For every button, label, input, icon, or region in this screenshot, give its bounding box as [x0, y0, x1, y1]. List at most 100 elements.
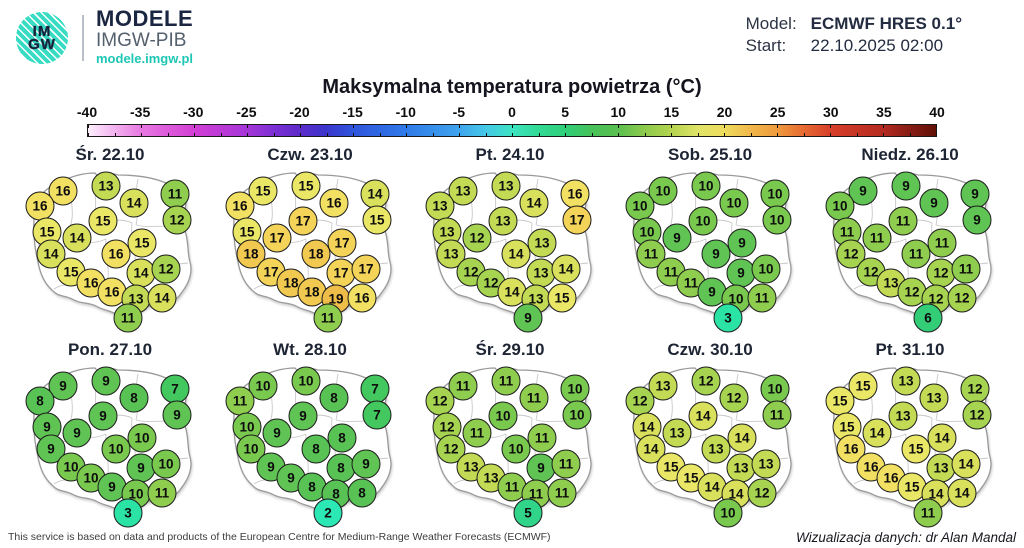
- temperature-badge: 15: [848, 371, 878, 401]
- temperature-badge: 10: [691, 171, 721, 201]
- temperature-badge: 10: [762, 205, 792, 235]
- temperature-badge: 13: [751, 449, 781, 479]
- colorbar-tick-mark: [432, 133, 434, 136]
- temperature-badge: 10: [719, 188, 749, 218]
- temperature-badge: 11: [951, 254, 981, 284]
- temperature-badge: 16: [560, 179, 590, 209]
- colorbar-tick-mark: [777, 133, 778, 136]
- temperature-badge: 16: [319, 188, 349, 218]
- temperature-badge: 11: [527, 423, 557, 453]
- temperature-badge: 9: [919, 188, 949, 218]
- temperature-badge: 11: [547, 478, 577, 508]
- temperature-badge: 14: [119, 188, 149, 218]
- colorbar-tick-mark: [565, 133, 566, 136]
- temperature-badge: 17: [288, 206, 318, 236]
- imgw-logo: IM GW MODELE IMGW-PIB modele.imgw.pl: [16, 8, 193, 67]
- colorbar-tick-label: -40: [76, 104, 98, 120]
- colorbar-tick-label: 0: [508, 104, 516, 120]
- colorbar-tick-mark: [300, 133, 301, 136]
- temperature-badge: 16: [347, 283, 377, 313]
- colorbar-tick-mark: [565, 125, 566, 128]
- temperature-badge: 11: [551, 449, 581, 479]
- colorbar-gradient: [87, 124, 937, 137]
- temperature-badge: 10: [248, 371, 278, 401]
- temperature-badge: 9: [262, 418, 292, 448]
- temperature-badge: 12: [425, 386, 455, 416]
- temperature-badge: 10: [560, 374, 590, 404]
- colorbar-tick-mark: [671, 133, 672, 136]
- colorbar-tick-mark: [777, 125, 778, 128]
- temperature-badge: 12: [747, 478, 777, 508]
- temperature-badge: 14: [360, 179, 390, 209]
- map-date-title: Wt. 28.10: [273, 340, 347, 359]
- temperature-badge: 15: [901, 434, 931, 464]
- forecast-map-tile: Śr. 29.10 11 11 10 12 11 10 10 12 11 11 12 10 13 9 11 13…: [410, 340, 610, 535]
- colorbar-tick-mark: [750, 133, 752, 136]
- colorbar-tick-mark: [88, 133, 89, 136]
- colorbar-tick-mark: [406, 133, 407, 136]
- temperature-badge: 9: [662, 223, 692, 253]
- temperature-badge: 11: [113, 303, 143, 333]
- map-date-title: Śr. 22.10: [75, 145, 145, 164]
- temperature-badge: 9: [526, 453, 556, 483]
- map-date-title: Pon. 27.10: [67, 340, 153, 359]
- map-date-title: Czw. 23.10: [267, 145, 353, 164]
- temperature-badge: 13: [701, 434, 731, 464]
- map-date-title: Czw. 30.10: [667, 340, 753, 359]
- temperature-badge: 14: [947, 478, 977, 508]
- colorbar-tick-mark: [856, 133, 858, 136]
- colorbar-tick-mark: [883, 133, 884, 136]
- temperature-badge: 9: [891, 171, 921, 201]
- colorbar-tick-mark: [459, 125, 460, 128]
- temperature-badge: 17: [326, 258, 356, 288]
- temperature-badge: 15: [825, 386, 855, 416]
- colorbar-tick-mark: [353, 133, 354, 136]
- colorbar-tick-label: -25: [236, 104, 257, 120]
- colorbar-tick-mark: [591, 133, 593, 136]
- temperature-badge: 12: [162, 205, 192, 235]
- colorbar-tick-mark: [114, 133, 116, 136]
- temperature-badge: 15: [291, 171, 321, 201]
- forecast-map-tile: Czw. 30.10 13 12 10 12 12 11 14 14 13 14 14 13 15 13 13…: [610, 340, 810, 535]
- forecast-map-tile: Niedz. 26.10 9 9 9 10 9 9 11 11 11 11 12 11 12 12 11 13 1…: [810, 145, 1010, 340]
- colorbar-tick-mark: [830, 125, 831, 128]
- temperature-badge: 8: [25, 386, 55, 416]
- colorbar-tick-mark: [379, 133, 381, 136]
- map-date-title: Pt. 24.10: [475, 145, 545, 164]
- colorbar-tick-mark: [459, 133, 460, 136]
- temperature-badge: 15: [88, 206, 118, 236]
- temperature-badge: 8: [319, 383, 349, 413]
- temperature-badge: 10: [501, 434, 531, 464]
- footer-credit: Wizualizacja danych: dr Alan Mandal: [796, 530, 1016, 545]
- colorbar-tick-mark: [88, 125, 89, 128]
- colorbar-tick-label: 15: [663, 104, 680, 120]
- temperature-badge: 9: [88, 401, 118, 431]
- brand-subtitle: IMGW-PIB: [96, 30, 187, 51]
- colorbar-tick-label: 5: [561, 104, 570, 120]
- colorbar-tick-mark: [300, 125, 301, 128]
- temperature-badge: 11: [491, 366, 521, 396]
- temperature-badge: 7: [160, 374, 190, 404]
- temperature-badge: 13: [891, 366, 921, 396]
- temperature-badge: 11: [147, 478, 177, 508]
- temperature-badge: 3: [113, 498, 143, 528]
- temperature-badge: 10: [291, 366, 321, 396]
- temperature-badge: 8: [119, 383, 149, 413]
- model-label: Model:: [745, 14, 797, 33]
- temperature-badge: 14: [126, 258, 156, 288]
- temperature-badge: 12: [691, 366, 721, 396]
- temperature-badge: 12: [625, 386, 655, 416]
- colorbar-tick-mark: [724, 133, 725, 136]
- colorbar-tick-mark: [883, 125, 884, 128]
- colorbar-tick-mark: [697, 133, 699, 136]
- temperature-badge: 14: [62, 223, 92, 253]
- footer-attribution: This service is based on data and produc…: [8, 531, 551, 543]
- temperature-badge: 9: [701, 239, 731, 269]
- temperature-badge: 9: [726, 258, 756, 288]
- brand-url-link[interactable]: modele.imgw.pl: [96, 51, 194, 66]
- temperature-badge: 9: [960, 179, 990, 209]
- temperature-badge: 9: [288, 401, 318, 431]
- temperature-badge: 11: [913, 498, 943, 528]
- temperature-badge: 11: [313, 303, 343, 333]
- forecast-map-tile: Sob. 25.10 10 10 10 10 10 10 10 10 9 9 11 9 11 9 10 11 9 1…: [610, 145, 810, 340]
